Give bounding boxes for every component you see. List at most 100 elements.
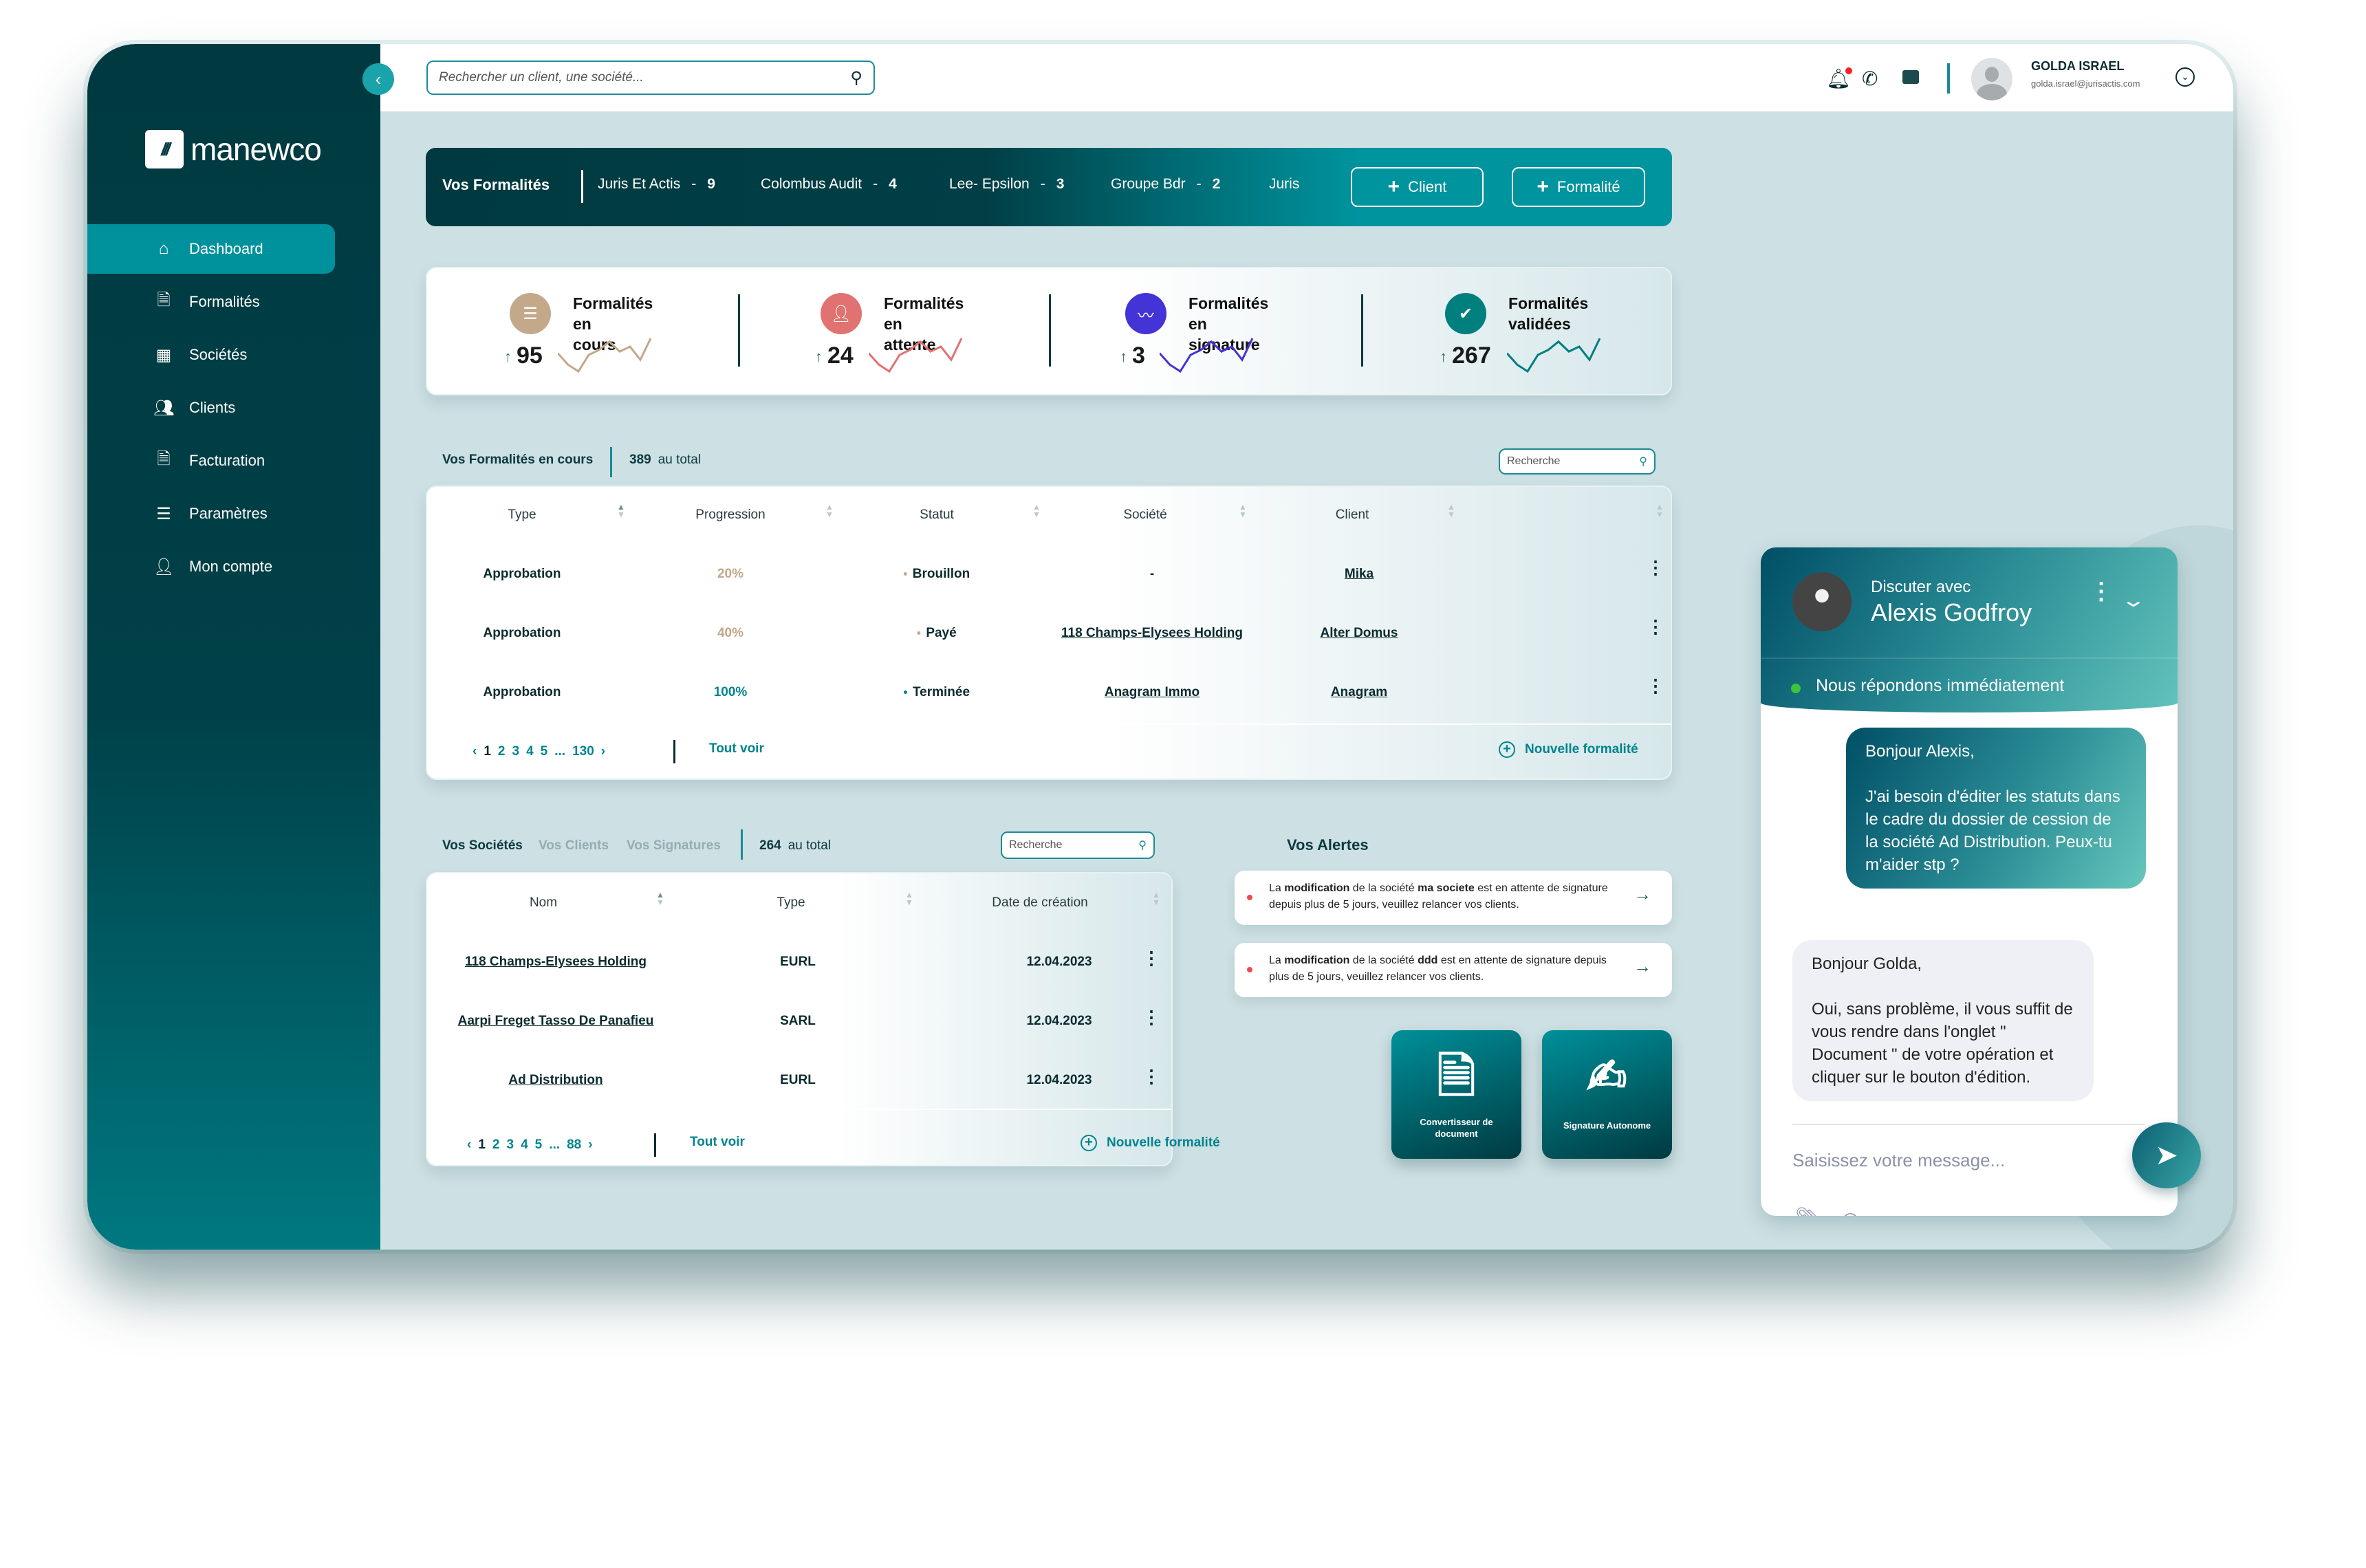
page-4[interactable]: 4 bbox=[521, 1137, 528, 1152]
formalites-search-input[interactable]: Recherche ⚲ bbox=[1499, 448, 1656, 475]
tab-2[interactable]: Vos Signatures bbox=[627, 838, 721, 853]
avatar[interactable] bbox=[1971, 58, 2012, 100]
row-menu-icon[interactable]: ⋮ bbox=[1142, 1007, 1160, 1027]
societe-name-link[interactable]: 118 Champs-Elysees Holding bbox=[465, 955, 647, 969]
sort-icon[interactable]: ▲ ▼ bbox=[1239, 502, 1247, 519]
column-header-2[interactable]: Statut bbox=[920, 508, 954, 522]
page-5[interactable]: 5 bbox=[540, 744, 548, 759]
client-link[interactable]: Anagram bbox=[1330, 685, 1388, 699]
page-1[interactable]: 1 bbox=[484, 744, 491, 759]
sort-icon[interactable]: ▲ ▼ bbox=[617, 502, 625, 519]
message-input[interactable]: Saisissez votre message... bbox=[1792, 1150, 2006, 1170]
new-formalite-link[interactable]: + Nouvelle formalité bbox=[1081, 1135, 1220, 1151]
column-header-1[interactable]: Type bbox=[777, 895, 805, 910]
column-header-0[interactable]: Type bbox=[508, 508, 536, 522]
signature-autonome-tile[interactable]: ✍︎ Signature Autonome bbox=[1542, 1030, 1672, 1159]
client-link[interactable]: Mika bbox=[1344, 567, 1374, 581]
next-page-button[interactable]: › bbox=[600, 744, 606, 759]
societes-search-input[interactable]: Recherche ⚲ bbox=[1001, 831, 1155, 859]
phone-icon[interactable]: ✆ bbox=[1862, 68, 1878, 89]
search-placeholder: Recherche bbox=[1507, 455, 1561, 467]
page-88[interactable]: 88 bbox=[567, 1137, 582, 1152]
search-icon[interactable]: ⚲ bbox=[1138, 840, 1147, 851]
societe-link[interactable]: 118 Champs-Elysees Holding bbox=[1061, 626, 1243, 640]
banner-group-3[interactable]: Groupe Bdr -2 bbox=[1111, 176, 1220, 193]
page-2[interactable]: 2 bbox=[492, 1137, 500, 1152]
banner-group-4[interactable]: Juris bbox=[1269, 176, 1321, 193]
column-header-3[interactable]: Société bbox=[1123, 508, 1167, 522]
add-formalite-button[interactable]: + Formalité bbox=[1512, 167, 1645, 207]
page-3[interactable]: 3 bbox=[512, 744, 520, 759]
sidebar-item-paramtres[interactable]: ☰ Paramètres bbox=[87, 489, 335, 538]
sidebar-item-moncompte[interactable]: 👤︎ Mon compte bbox=[87, 542, 335, 591]
bell-icon[interactable]: 🔔︎ bbox=[1826, 67, 1852, 89]
arrow-right-icon[interactable]: → bbox=[1634, 884, 1651, 904]
row-menu-icon[interactable]: ⋮ bbox=[1647, 557, 1664, 578]
column-header-1[interactable]: Progression bbox=[695, 508, 766, 522]
sidebar-item-formalits[interactable]: 🗎︎ Formalités bbox=[87, 277, 335, 327]
societe-name-link[interactable]: Aarpi Freget Tasso De Panafieu bbox=[457, 1014, 654, 1028]
alert-item[interactable]: La modification de la société ddd est en… bbox=[1235, 943, 1672, 997]
arrow-right-icon[interactable]: → bbox=[1634, 956, 1651, 977]
chevron-down-icon[interactable]: ⌄ bbox=[2120, 589, 2147, 611]
tab-0[interactable]: Vos Sociétés bbox=[442, 838, 523, 853]
sidebar-item-socits[interactable]: ▦ Sociétés bbox=[87, 330, 335, 380]
status-cell: Terminée bbox=[903, 685, 970, 700]
sidebar-item-clients[interactable]: 👥︎ Clients bbox=[87, 383, 335, 433]
alert-item[interactable]: La modification de la société ma societe… bbox=[1235, 871, 1672, 925]
list-icon: ☰ bbox=[510, 293, 551, 334]
societe-link[interactable]: Anagram Immo bbox=[1104, 685, 1200, 699]
societe-name-link[interactable]: Ad Distribution bbox=[508, 1073, 603, 1087]
chevron-down-icon[interactable]: ⌄ bbox=[2175, 67, 2195, 87]
collapse-sidebar-button[interactable]: ‹ bbox=[362, 63, 394, 95]
page-4[interactable]: 4 bbox=[526, 744, 534, 759]
see-all-link[interactable]: Tout voir bbox=[690, 1135, 745, 1149]
emoji-icon[interactable]: ☺ bbox=[1838, 1205, 1863, 1216]
new-formalite-link[interactable]: + Nouvelle formalité bbox=[1499, 741, 1638, 758]
page-2[interactable]: 2 bbox=[497, 744, 506, 759]
banner-group-1[interactable]: Colombus Audit -4 bbox=[761, 176, 897, 193]
document-converter-tile[interactable]: 🗎︎ Convertisseur de document bbox=[1391, 1030, 1521, 1159]
sort-icon[interactable]: ▲ ▼ bbox=[1656, 502, 1664, 519]
client-link[interactable]: Alter Domus bbox=[1320, 626, 1398, 640]
status-label: Brouillon bbox=[912, 567, 970, 581]
attachment-icon[interactable]: 📎︎ bbox=[1795, 1206, 1821, 1216]
next-page-button[interactable]: › bbox=[588, 1137, 593, 1152]
banner-group-0[interactable]: Juris Et Actis -9 bbox=[598, 176, 715, 193]
column-header-4[interactable]: Client bbox=[1335, 508, 1369, 522]
tab-1[interactable]: Vos Clients bbox=[539, 838, 609, 853]
card-icon[interactable] bbox=[1902, 70, 1919, 84]
sidebar-item-label: Paramètres bbox=[189, 505, 268, 522]
page-5[interactable]: 5 bbox=[534, 1137, 543, 1152]
banner-group-2[interactable]: Lee- Epsilon -3 bbox=[949, 176, 1064, 193]
sort-icon[interactable]: ▲ ▼ bbox=[1447, 502, 1455, 519]
page-3[interactable]: 3 bbox=[506, 1137, 514, 1152]
sidebar-item-dashboard[interactable]: ⌂ Dashboard bbox=[87, 224, 335, 274]
see-all-link[interactable]: Tout voir bbox=[709, 741, 764, 756]
row-menu-icon[interactable]: ⋮ bbox=[1647, 675, 1664, 696]
column-header-2[interactable]: Date de création bbox=[992, 895, 1088, 910]
kebab-menu-icon[interactable]: ⋮ bbox=[2090, 578, 2113, 605]
column-header-0[interactable]: Nom bbox=[529, 895, 558, 910]
sort-icon[interactable]: ▲ ▼ bbox=[825, 502, 834, 519]
global-search-input[interactable]: Rechercher un client, une société... ⚲ bbox=[426, 61, 875, 95]
page-130[interactable]: 130 bbox=[572, 744, 594, 759]
row-menu-icon[interactable]: ⋮ bbox=[1142, 1066, 1160, 1087]
row-menu-icon[interactable]: ⋮ bbox=[1647, 616, 1664, 637]
row-menu-icon[interactable]: ⋮ bbox=[1142, 948, 1160, 968]
prev-page-button[interactable]: ‹ bbox=[473, 744, 477, 759]
add-client-button[interactable]: + Client bbox=[1351, 167, 1484, 207]
sort-icon[interactable]: ▲ ▼ bbox=[656, 890, 664, 907]
send-button[interactable]: ➤ bbox=[2132, 1122, 2201, 1188]
sort-icon[interactable]: ▲ ▼ bbox=[1032, 502, 1041, 519]
sort-icon[interactable]: ▲ ▼ bbox=[1152, 890, 1160, 907]
page-1[interactable]: 1 bbox=[478, 1137, 486, 1152]
prev-page-button[interactable]: ‹ bbox=[467, 1137, 472, 1152]
sort-icon[interactable]: ▲ ▼ bbox=[905, 890, 913, 907]
search-icon[interactable]: ⚲ bbox=[1639, 456, 1647, 468]
sidebar-item-facturation[interactable]: 🗎︎ Facturation bbox=[87, 436, 335, 486]
add-client-label: Client bbox=[1408, 178, 1447, 195]
group-count: 9 bbox=[707, 176, 715, 192]
search-icon[interactable]: ⚲ bbox=[850, 68, 862, 87]
group-name: Lee- Epsilon bbox=[949, 176, 1030, 192]
